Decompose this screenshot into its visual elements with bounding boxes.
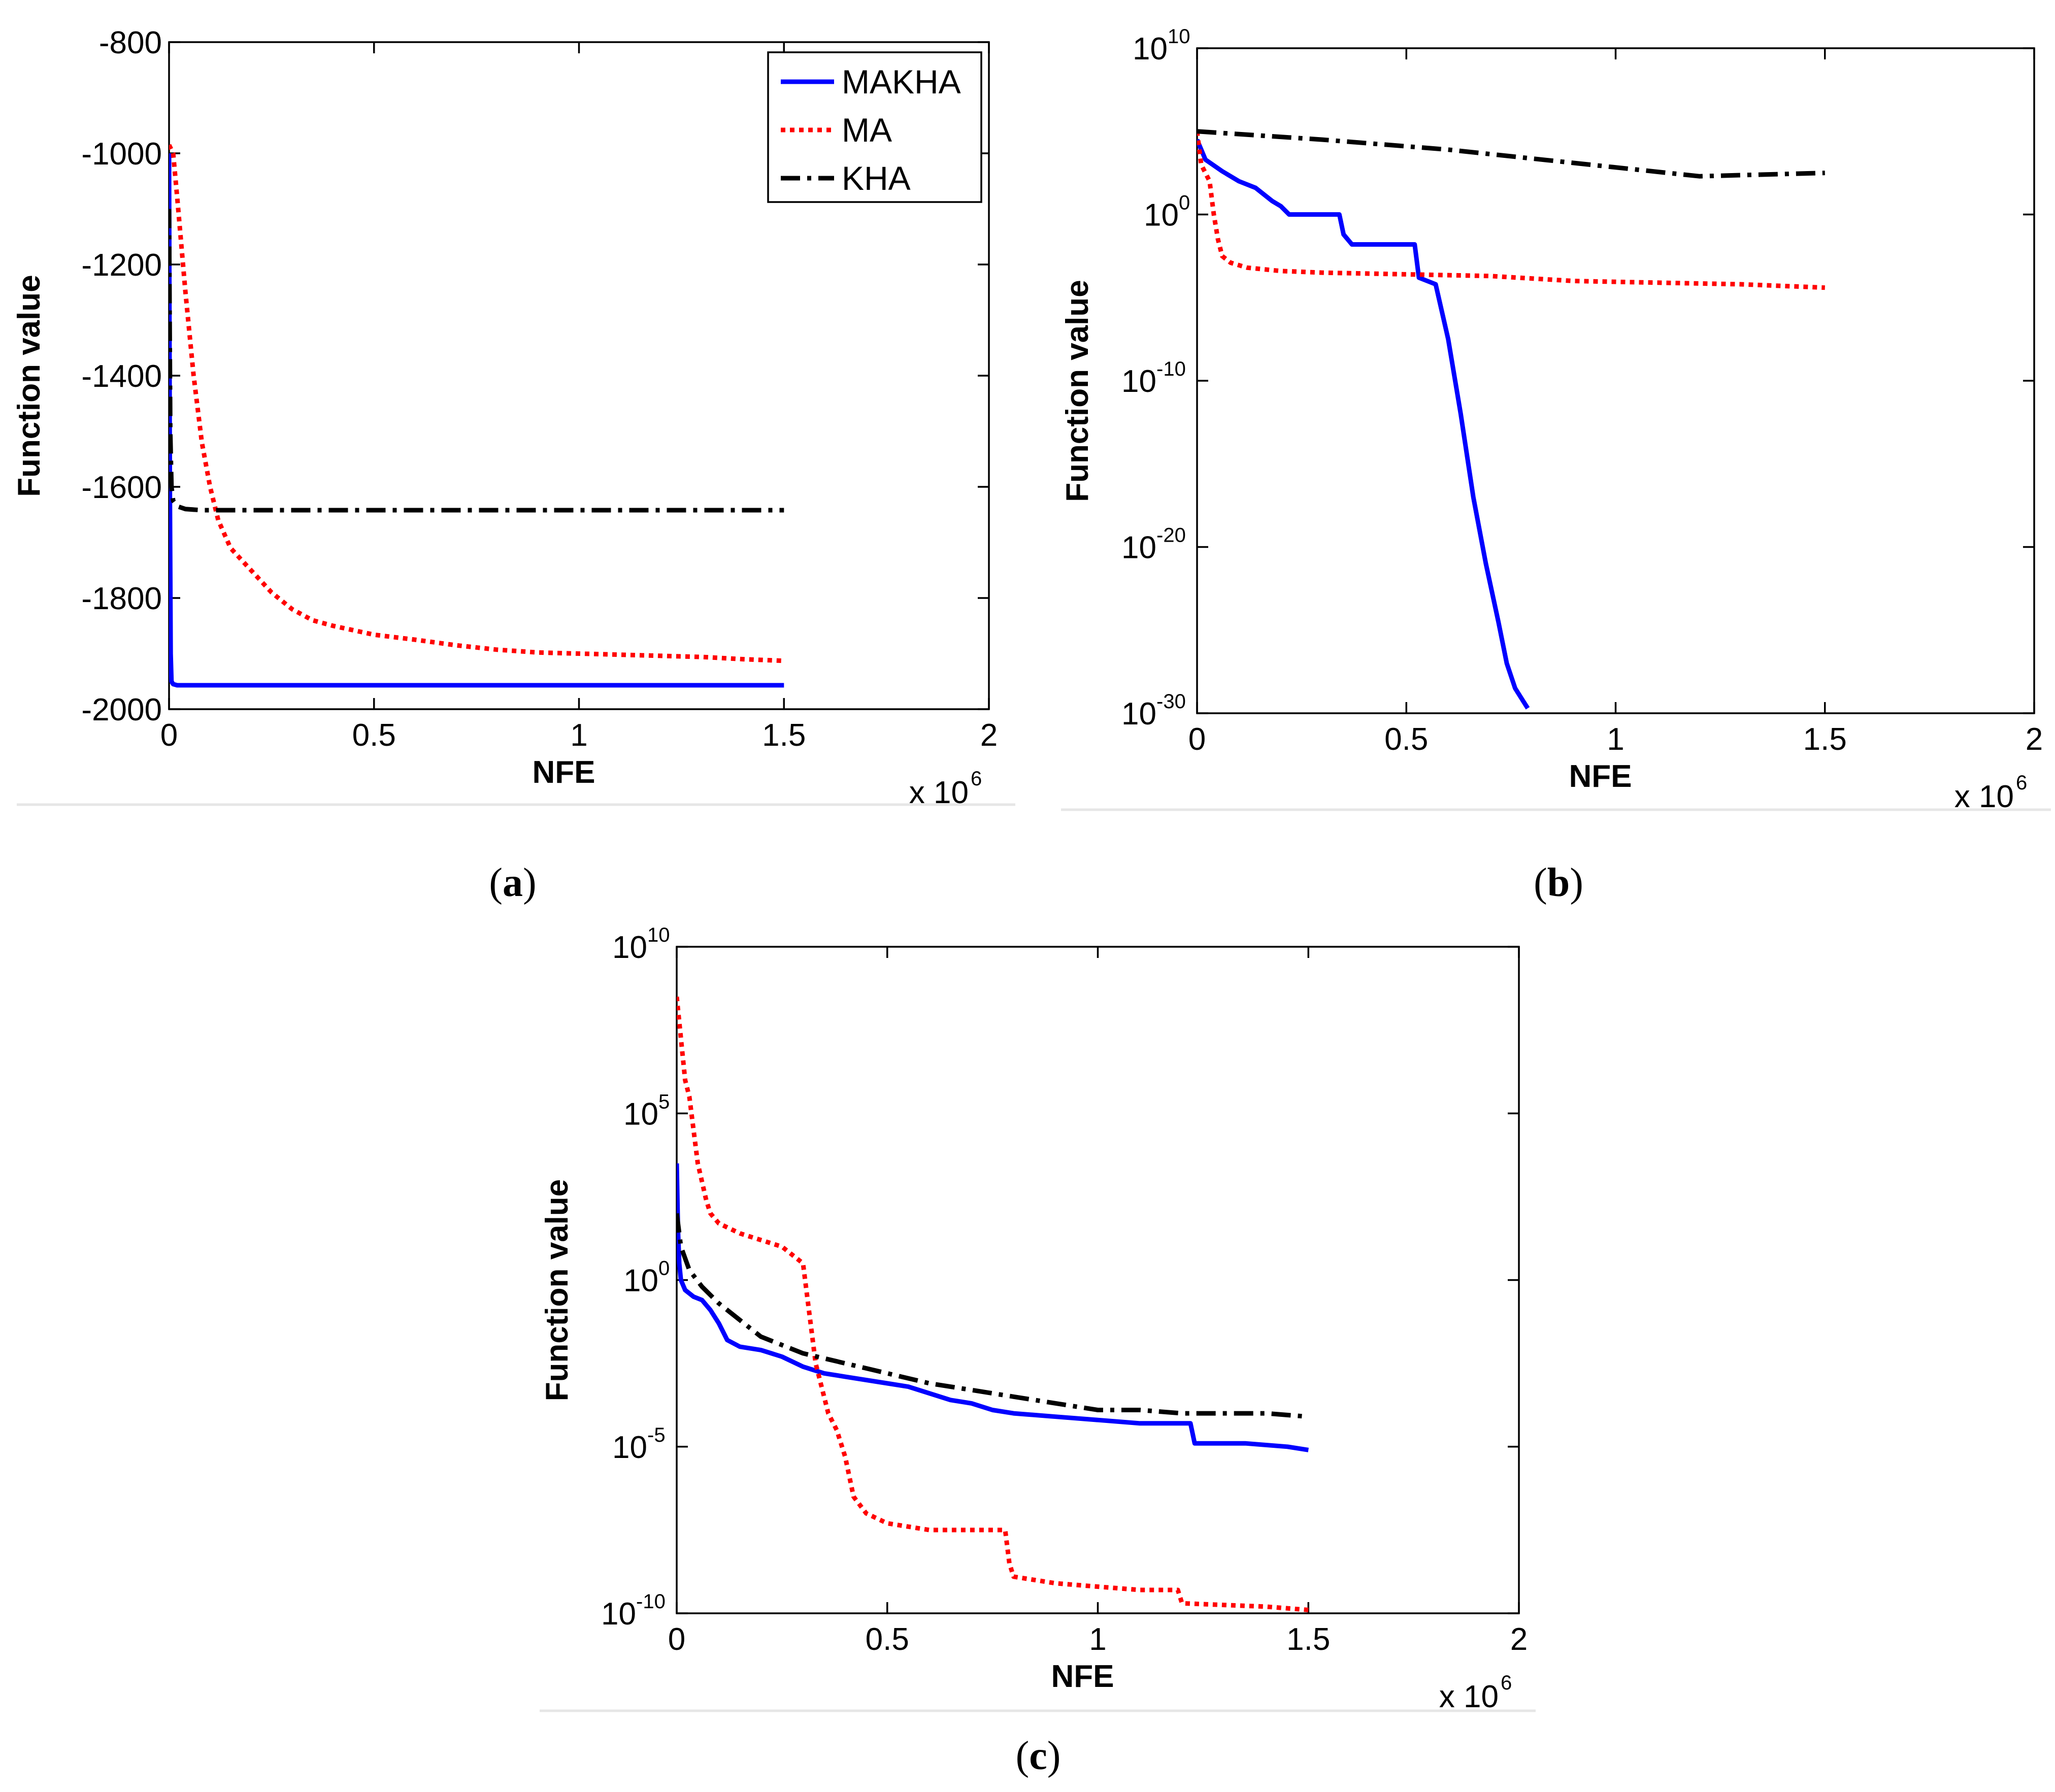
- legend-label-kha: KHA: [842, 159, 911, 197]
- x-tick-label: 0.5: [1384, 722, 1428, 757]
- y-axis-label: Function value: [12, 275, 47, 496]
- y-tick-label: 10: [1121, 364, 1156, 399]
- y-tick-label: -1800: [81, 581, 162, 616]
- y-tick-label: 10: [1121, 696, 1156, 732]
- legend-label-ma: MA: [842, 111, 892, 149]
- x-axis-label: NFE: [533, 755, 595, 790]
- x-tick-label: 1.5: [1286, 1622, 1330, 1657]
- y-tick-exponent: -10: [1156, 358, 1186, 380]
- series-line-kha: [169, 209, 784, 513]
- x-tick-label: 1: [1607, 722, 1624, 757]
- x-tick-label: 2: [980, 718, 998, 753]
- series-line-makha: [169, 153, 784, 688]
- y-tick-exponent: -10: [636, 1590, 666, 1613]
- axes-frame: [676, 946, 1520, 1614]
- x-tick-label: 1: [1089, 1622, 1106, 1657]
- y-tick-label: 10: [1144, 198, 1179, 233]
- y-axis-label: Function value: [540, 1179, 575, 1401]
- x-axis-label: NFE: [1051, 1659, 1114, 1694]
- series-line-ma: [169, 144, 784, 663]
- x-multiplier: x 10: [1954, 779, 2014, 814]
- axes-frame: [1196, 47, 2035, 714]
- x-tick-label: 0.5: [352, 718, 396, 753]
- x-tick-label: 0.5: [866, 1622, 909, 1657]
- panel-label: (b): [1534, 860, 1583, 905]
- series-line-ma: [677, 997, 1309, 1612]
- x-tick-label: 0: [160, 718, 178, 753]
- x-multiplier-exponent: 6: [2016, 772, 2027, 794]
- panel-label: (a): [489, 860, 536, 905]
- panels-layer: 0 0.5 1 1.5 2-800-1000-1200-1400-1600-1800-2…: [12, 25, 2051, 1778]
- x-multiplier: x 10: [909, 775, 969, 810]
- y-tick-label: 10: [1121, 530, 1156, 566]
- y-tick-label: 10: [601, 1597, 636, 1632]
- x-tick-label: 0: [1188, 722, 1206, 757]
- y-tick-exponent: 5: [658, 1090, 670, 1113]
- panel-label: (c): [1016, 1734, 1061, 1778]
- series-line-ma: [1197, 131, 1825, 290]
- y-tick-label: -1600: [81, 470, 162, 505]
- y-tick-exponent: 10: [1168, 25, 1190, 48]
- y-tick-exponent: -30: [1156, 690, 1186, 713]
- series-line-makha: [1197, 139, 1530, 710]
- y-tick-exponent: 0: [1179, 192, 1190, 214]
- y-tick-label: 10: [623, 1097, 658, 1132]
- x-multiplier-exponent: 6: [1501, 1672, 1512, 1694]
- y-tick-label: 10: [612, 1430, 647, 1465]
- y-tick-label: 10: [612, 930, 647, 965]
- y-tick-exponent: -20: [1156, 524, 1186, 547]
- series-line-kha: [677, 1213, 1309, 1419]
- x-tick-label: 2: [2026, 722, 2043, 757]
- x-axis-label: NFE: [1569, 759, 1632, 794]
- series-line-kha: [1197, 129, 1825, 179]
- y-tick-label: -1000: [81, 137, 162, 172]
- y-tick-label: 10: [623, 1264, 658, 1299]
- y-tick-label: -800: [99, 25, 162, 60]
- legend-box: [767, 51, 982, 203]
- y-tick-label: -2000: [81, 692, 162, 727]
- x-tick-label: 1.5: [1803, 722, 1847, 757]
- y-tick-exponent: -5: [647, 1424, 666, 1446]
- y-tick-label: 10: [1133, 31, 1168, 67]
- y-tick-label: -1400: [81, 359, 162, 394]
- x-tick-label: 1.5: [762, 718, 806, 753]
- y-tick-exponent: 10: [647, 924, 670, 946]
- series-line-makha: [677, 1163, 1309, 1452]
- y-tick-label: -1200: [81, 248, 162, 283]
- legend-label-makha: MAKHA: [842, 63, 961, 101]
- x-multiplier-exponent: 6: [971, 768, 982, 790]
- y-tick-exponent: 0: [658, 1257, 670, 1280]
- x-tick-label: 1: [570, 718, 587, 753]
- x-multiplier: x 10: [1439, 1679, 1499, 1714]
- y-axis-label: Function value: [1060, 280, 1095, 502]
- chart-panel-a: 0 0.5 1 1.5 2 -800 -1000 -1200 -1400 -1600 -1800 -2…: [12, 25, 1015, 905]
- x-tick-label: 2: [1510, 1622, 1528, 1657]
- x-tick-label: 0: [668, 1622, 685, 1657]
